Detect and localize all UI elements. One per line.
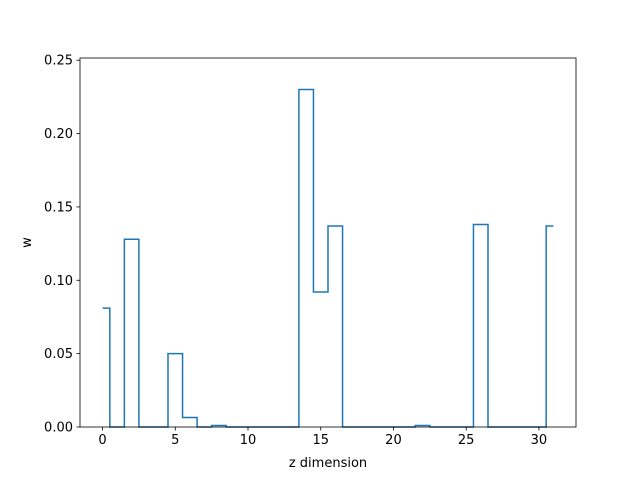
series-line-0 [102,88,554,428]
y-tick-label: 0.20 [44,127,73,142]
x-tick-label: 0 [98,433,106,448]
y-axis-label: w [20,237,35,248]
plot-frame [79,57,577,428]
x-tick-label: 10 [240,433,257,448]
x-tick-label: 25 [458,433,475,448]
y-tick-label: 0.05 [44,347,73,362]
x-tick-label: 15 [312,433,329,448]
x-tick-label: 20 [385,433,402,448]
y-tick-label: 0.10 [44,274,73,289]
plot-area [102,88,554,428]
x-tick-label: 5 [171,433,179,448]
y-tick-label: 0.25 [44,54,73,69]
x-tick-label: 30 [531,433,548,448]
x-axis-label: z dimension [289,456,367,471]
axes: 0 5 10 15 20 25 30 0.00 0.05 0.10 0.15 0.20 0.25 [44,54,577,448]
y-tick-label: 0.00 [44,421,73,436]
y-tick-label: 0.15 [44,200,73,215]
